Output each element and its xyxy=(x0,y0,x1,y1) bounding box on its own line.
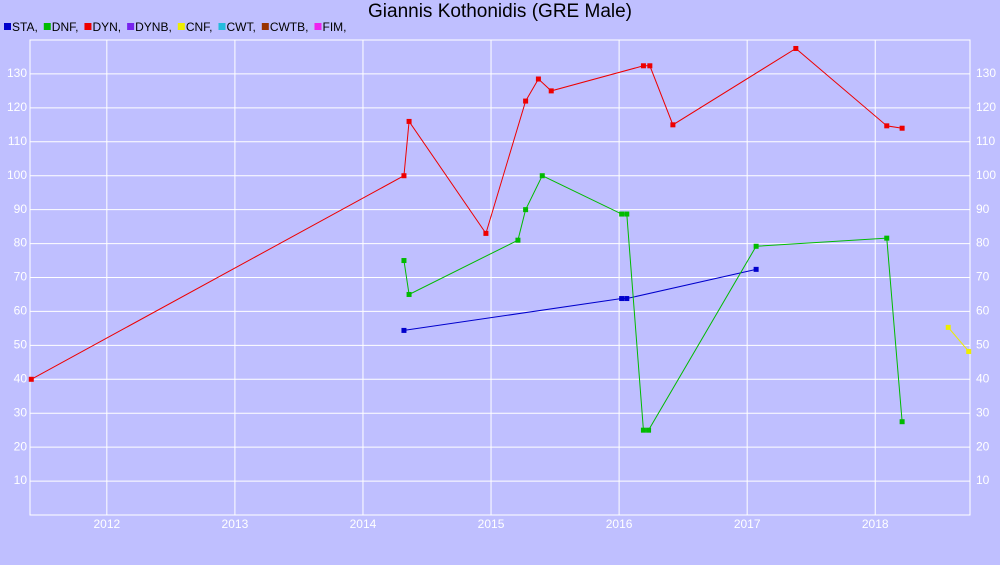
legend-swatch xyxy=(314,23,322,30)
x-tick-label: 2016 xyxy=(606,517,633,531)
y-tick-label: 70 xyxy=(14,270,28,284)
legend-swatch xyxy=(84,23,92,30)
y2-tick-label: 60 xyxy=(976,304,990,318)
point-marker xyxy=(406,118,412,124)
chart-title: Giannis Kothonidis (GRE Male) xyxy=(368,1,632,22)
x-tick-label: 2012 xyxy=(93,517,120,531)
y2-tick-label: 90 xyxy=(976,202,990,216)
point-marker xyxy=(884,235,890,241)
point-marker xyxy=(945,324,951,330)
series-line xyxy=(31,47,903,380)
x-tick-label: 2013 xyxy=(222,517,249,531)
y2-tick-label: 80 xyxy=(976,236,990,250)
y-tick-label: 50 xyxy=(14,338,28,352)
y-tick-label: 110 xyxy=(8,134,27,148)
point-marker xyxy=(640,427,646,433)
point-marker xyxy=(406,291,412,297)
y2-tick-label: 40 xyxy=(976,371,990,385)
y2-tick-label: 110 xyxy=(976,134,995,148)
y-tick-label: 80 xyxy=(14,236,28,250)
point-marker xyxy=(539,173,545,179)
y2-tick-label: 100 xyxy=(976,168,996,182)
y2-tick-label: 120 xyxy=(976,100,996,114)
y-tick-label: 10 xyxy=(14,473,28,487)
legend-swatch xyxy=(218,23,226,30)
point-marker xyxy=(619,296,625,302)
point-marker xyxy=(793,45,799,51)
x-tick-label: 2017 xyxy=(734,517,761,531)
legend-swatch xyxy=(43,23,51,30)
point-marker xyxy=(401,173,407,179)
legend-label: DYN, xyxy=(92,20,121,34)
point-marker xyxy=(523,207,529,213)
x-tick-label: 2014 xyxy=(350,517,377,531)
point-marker xyxy=(401,258,407,264)
point-marker xyxy=(401,327,407,333)
point-marker xyxy=(670,122,676,128)
point-marker xyxy=(966,348,972,354)
point-marker xyxy=(548,88,554,94)
legend-swatch xyxy=(261,23,269,30)
legend-label: DYNB, xyxy=(135,20,172,34)
y-tick-label: 20 xyxy=(14,439,28,453)
legend-label: FIM, xyxy=(322,20,346,34)
point-marker xyxy=(535,76,541,82)
x-tick-label: 2018 xyxy=(862,517,889,531)
y2-tick-label: 10 xyxy=(976,473,990,487)
y-tick-label: 90 xyxy=(14,202,28,216)
y-tick-label: 120 xyxy=(7,100,27,114)
point-marker xyxy=(753,266,759,272)
point-marker xyxy=(624,296,630,302)
legend-swatch xyxy=(177,23,185,30)
x-tick-label: 2015 xyxy=(478,517,505,531)
point-marker xyxy=(483,230,489,236)
series-line xyxy=(947,327,970,352)
point-marker xyxy=(899,419,905,425)
y-tick-label: 60 xyxy=(14,304,28,318)
y-tick-label: 130 xyxy=(7,66,27,80)
point-marker xyxy=(640,63,646,69)
point-marker xyxy=(515,237,521,243)
point-marker xyxy=(647,63,653,69)
point-marker xyxy=(884,123,890,129)
y2-tick-label: 20 xyxy=(976,439,990,453)
legend-label: DNF, xyxy=(52,20,79,34)
legend-label: CWTB, xyxy=(270,20,309,34)
y-tick-label: 30 xyxy=(14,405,28,419)
y2-tick-label: 50 xyxy=(976,338,990,352)
y2-tick-label: 30 xyxy=(976,405,990,419)
point-marker xyxy=(619,211,625,217)
series-line xyxy=(403,175,903,431)
y-tick-label: 100 xyxy=(7,168,27,182)
legend-label: CNF, xyxy=(186,20,213,34)
point-marker xyxy=(523,98,529,104)
y2-tick-label: 130 xyxy=(976,66,996,80)
point-marker xyxy=(624,211,630,217)
point-marker xyxy=(646,427,652,433)
point-marker xyxy=(899,125,905,131)
point-marker xyxy=(753,243,759,249)
legend-label: CWT, xyxy=(226,20,255,34)
y2-tick-label: 70 xyxy=(976,270,990,284)
legend-label: STA, xyxy=(12,20,38,34)
legend-swatch xyxy=(127,23,135,30)
legend-swatch xyxy=(4,23,11,30)
series-line xyxy=(403,268,757,331)
y-tick-label: 40 xyxy=(14,371,28,385)
point-marker xyxy=(28,376,34,382)
